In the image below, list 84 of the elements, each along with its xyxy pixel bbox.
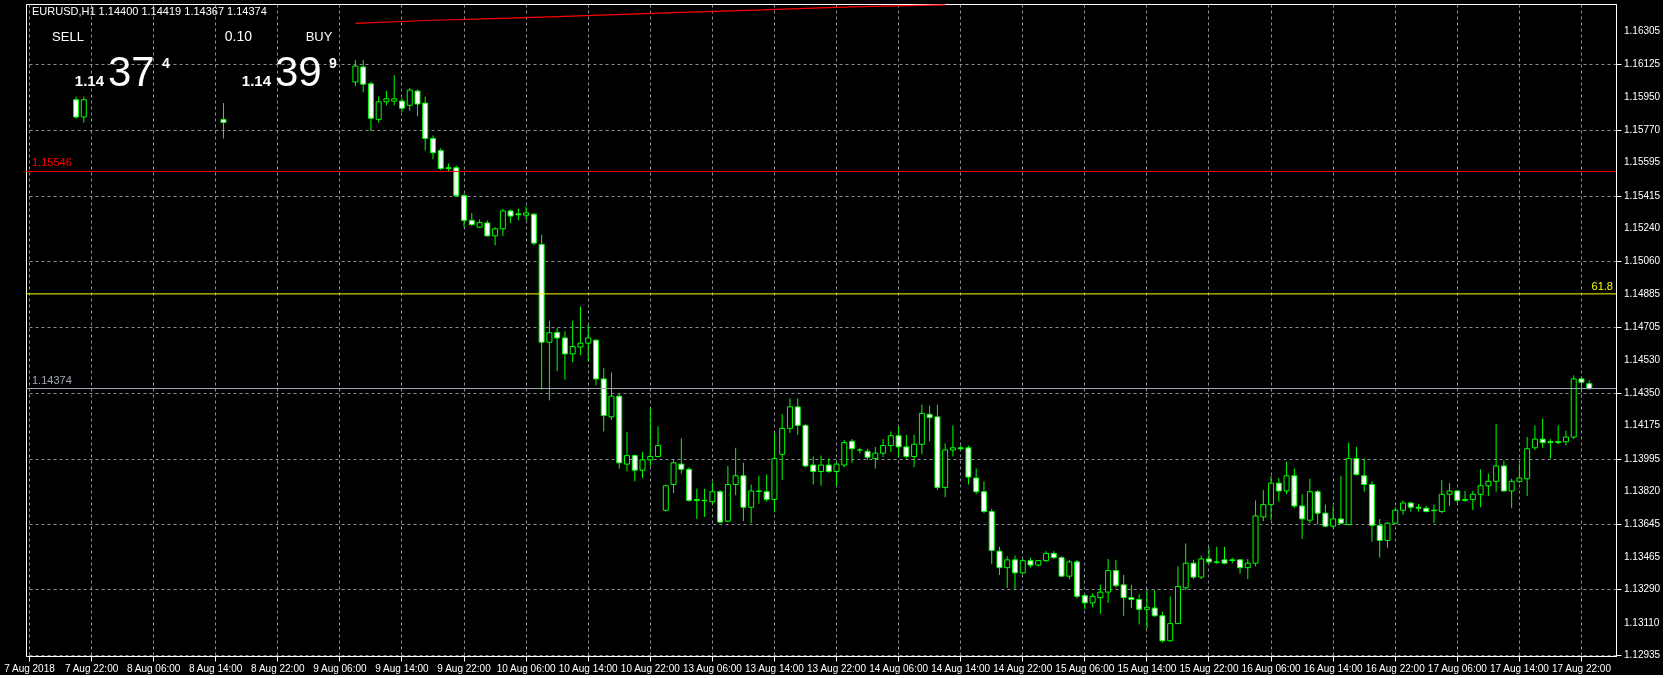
x-tick-label: 16 Aug 22:00 (1365, 662, 1426, 674)
annotation: 37 (108, 48, 155, 95)
candlestick (73, 96, 80, 120)
candlestick (818, 455, 824, 487)
x-tick-label: 10 Aug 14:00 (558, 662, 619, 674)
candlestick (1361, 458, 1368, 493)
ref-line-label: 1.15546 (32, 156, 72, 169)
chart-title: EURUSD,H1 1.14400 1.14419 1.14367 1.14374 (32, 5, 267, 17)
x-tick-label: 14 Aug 14:00 (931, 662, 991, 674)
y-tick-label: 1.16125 (1624, 58, 1661, 70)
x-tick-label: 15 Aug 14:00 (1117, 662, 1177, 674)
y-tick-label: 1.15950 (1624, 90, 1661, 102)
x-tick-label: 16 Aug 06:00 (1241, 662, 1301, 674)
annotation: 4 (162, 55, 170, 71)
annotation: 0.10 (224, 28, 253, 44)
y-tick-label: 1.14885 (1624, 287, 1661, 299)
y-tick-label: 1.14350 (1624, 386, 1661, 398)
x-tick-label: 17 Aug 14:00 (1489, 662, 1550, 674)
candlestick (1012, 555, 1018, 590)
y-tick-label: 1.15595 (1624, 156, 1661, 168)
candlestick (1562, 430, 1569, 447)
x-tick-label: 15 Aug 06:00 (1055, 662, 1115, 674)
candlestick (849, 438, 856, 464)
y-tick-label: 1.15060 (1624, 255, 1661, 267)
x-tick-label: 9 Aug 06:00 (313, 662, 368, 674)
annotation: 1.14 (241, 72, 272, 89)
candlestick (1205, 546, 1212, 565)
x-tick-label: 10 Aug 06:00 (496, 662, 557, 674)
y-tick-label: 1.13995 (1624, 452, 1661, 464)
candlestick (492, 226, 499, 246)
candlestick (80, 96, 87, 124)
x-tick-label: 15 Aug 22:00 (1179, 662, 1239, 674)
x-tick-label: 9 Aug 14:00 (375, 662, 430, 674)
candlestick (220, 102, 227, 139)
candlestick (949, 424, 956, 458)
y-tick-label: 1.15415 (1624, 189, 1661, 201)
x-tick-label: 17 Aug 22:00 (1551, 662, 1612, 674)
y-tick-label: 1.13290 (1624, 583, 1661, 595)
x-tick-label: 8 Aug 06:00 (126, 662, 181, 674)
x-tick-label: 13 Aug 14:00 (744, 662, 805, 674)
x-tick-label: 14 Aug 22:00 (993, 662, 1053, 674)
candlestick (561, 330, 568, 381)
ref-line-label: 1.14374 (32, 373, 72, 386)
annotation: SELL (52, 29, 84, 44)
candlestick (786, 397, 793, 434)
y-tick-label: 1.14530 (1624, 353, 1661, 365)
annotation: BUY (305, 29, 333, 44)
candlestick (430, 135, 437, 160)
candlestick (1268, 475, 1275, 521)
x-tick-label: 7 Aug 2018 (4, 662, 56, 674)
x-tick-label: 8 Aug 22:00 (251, 662, 305, 674)
x-tick-label: 13 Aug 22:00 (807, 662, 867, 674)
annotation: 39 (275, 48, 322, 95)
x-tick-label: 7 Aug 22:00 (64, 662, 119, 674)
candlestick (880, 438, 887, 458)
candlestick (1337, 475, 1344, 525)
x-tick-label: 13 Aug 06:00 (682, 662, 743, 674)
y-tick-label: 1.13110 (1624, 616, 1660, 628)
candlestick (1143, 589, 1150, 630)
x-tick-label: 16 Aug 14:00 (1303, 662, 1364, 674)
candlestick (655, 425, 662, 458)
candlestick (980, 480, 987, 514)
annotation: 1.14 (74, 72, 105, 89)
y-tick-label: 1.14705 (1624, 321, 1661, 333)
x-tick-label: 17 Aug 06:00 (1427, 662, 1488, 674)
annotation: 61.8 (1591, 279, 1613, 292)
y-tick-label: 1.16305 (1624, 24, 1661, 36)
y-tick-label: 1.15770 (1624, 123, 1661, 135)
x-tick-label: 9 Aug 22:00 (437, 662, 492, 674)
candlestick (1531, 424, 1538, 451)
y-tick-label: 1.15240 (1624, 222, 1661, 234)
line-series (354, 4, 946, 25)
candlestick (755, 475, 762, 505)
y-tick-label: 1.13820 (1624, 485, 1661, 497)
y-tick-label: 1.12935 (1624, 649, 1661, 661)
y-tick-label: 1.13645 (1624, 517, 1661, 529)
x-tick-label: 14 Aug 06:00 (869, 662, 929, 674)
candlestick (1462, 490, 1469, 503)
x-tick-label: 8 Aug 14:00 (189, 662, 243, 674)
x-tick-label: 10 Aug 22:00 (620, 662, 681, 674)
y-tick-label: 1.13465 (1624, 550, 1661, 562)
annotation: 9 (329, 55, 337, 71)
y-tick-label: 1.14175 (1624, 419, 1661, 431)
candlestick (624, 431, 630, 473)
